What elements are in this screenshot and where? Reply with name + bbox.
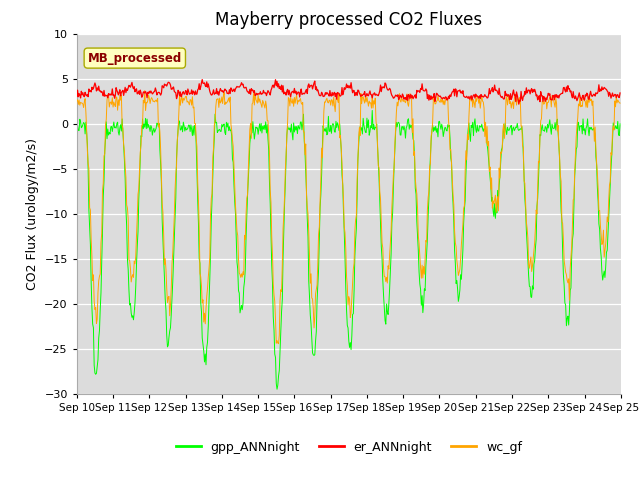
wc_gf	[73, 98, 81, 104]
wc_gf	[416, 253, 424, 259]
gpp_ANNnight	[223, 120, 230, 125]
wc_gf	[141, 87, 148, 93]
wc_gf	[432, 101, 440, 107]
Line: er_ANNnight: er_ANNnight	[77, 80, 620, 104]
wc_gf	[195, 198, 202, 204]
gpp_ANNnight	[139, 116, 147, 122]
er_ANNnight	[73, 94, 81, 99]
Text: MB_processed: MB_processed	[88, 51, 182, 65]
gpp_ANNnight	[369, 108, 376, 113]
gpp_ANNnight	[73, 126, 81, 132]
Y-axis label: CO2 Flux (urology/m2/s): CO2 Flux (urology/m2/s)	[26, 138, 38, 289]
er_ANNnight	[198, 77, 206, 83]
er_ANNnight	[139, 93, 147, 98]
gpp_ANNnight	[273, 386, 281, 392]
er_ANNnight	[194, 87, 202, 93]
gpp_ANNnight	[194, 196, 202, 202]
er_ANNnight	[515, 101, 523, 107]
gpp_ANNnight	[432, 123, 440, 129]
wc_gf	[223, 99, 231, 105]
er_ANNnight	[83, 93, 90, 99]
gpp_ANNnight	[416, 281, 424, 287]
gpp_ANNnight	[83, 130, 90, 135]
wc_gf	[139, 122, 147, 128]
wc_gf	[275, 341, 282, 347]
er_ANNnight	[415, 88, 423, 94]
Title: Mayberry processed CO2 Fluxes: Mayberry processed CO2 Fluxes	[215, 11, 483, 29]
er_ANNnight	[431, 98, 439, 104]
gpp_ANNnight	[616, 121, 624, 127]
Line: gpp_ANNnight: gpp_ANNnight	[77, 110, 620, 389]
Legend: gpp_ANNnight, er_ANNnight, wc_gf: gpp_ANNnight, er_ANNnight, wc_gf	[171, 436, 527, 459]
Line: wc_gf: wc_gf	[77, 90, 620, 344]
er_ANNnight	[223, 91, 231, 96]
er_ANNnight	[616, 90, 624, 96]
wc_gf	[616, 100, 624, 106]
wc_gf	[83, 127, 90, 132]
